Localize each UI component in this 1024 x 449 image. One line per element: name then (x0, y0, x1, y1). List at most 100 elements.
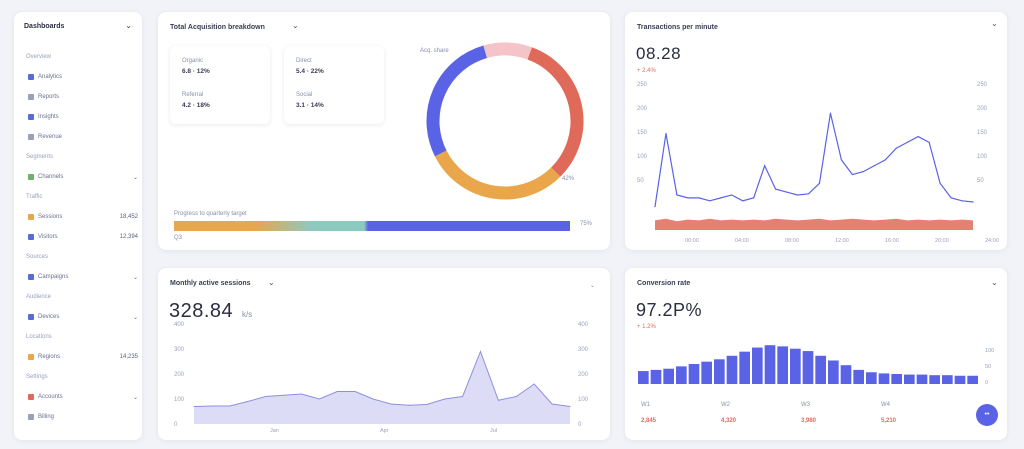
conversion-bar (777, 346, 788, 384)
y-tick-label: 200 (174, 372, 185, 378)
sidebar-item[interactable]: Billing (28, 412, 138, 422)
y-tick-label: 100 (174, 397, 185, 403)
mini-label: Referral (182, 92, 204, 98)
sidebar-item-icon (28, 354, 34, 360)
sidebar-item-icon (28, 414, 34, 420)
line-point (807, 193, 810, 195)
sidebar-item-icon (28, 134, 34, 140)
bar-group-label: W4 (881, 402, 890, 408)
sidebar-item-label: Regions (38, 354, 61, 360)
line-point (950, 197, 952, 199)
sidebar-item[interactable]: Sessions 18,452 (28, 212, 138, 222)
line-point (851, 173, 853, 176)
y-tick-label-right: 50 (977, 178, 984, 184)
sidebar-item-label: Channels (38, 174, 64, 180)
line-point (687, 197, 689, 199)
sidebar-item[interactable]: Campaigns ⌄ (28, 272, 138, 282)
acquisition-chevron-down-icon[interactable]: ⌄ (292, 21, 299, 30)
area-point (318, 398, 320, 400)
y-tick-label-right: 200 (977, 106, 988, 112)
sidebar-item-value: ⌄ (132, 394, 138, 401)
sidebar-section-label: Traffic (26, 192, 136, 202)
sidebar-item[interactable]: Visitors 12,394 (28, 232, 138, 242)
conversion-bar (790, 348, 801, 384)
y-tick-label: 50 (637, 178, 644, 184)
mini-value: 6.8 · 12% (182, 68, 210, 75)
sidebar-chevron-down-icon[interactable]: ⌄ (125, 21, 132, 30)
area-line (193, 350, 571, 407)
y-tick-label-right: 300 (578, 347, 589, 353)
mini-card-left: Organic 6.8 · 12% Referral 4.2 · 18% (170, 46, 270, 124)
line-point (796, 194, 799, 196)
area-point (515, 396, 517, 397)
progress-right-label: 75% (580, 221, 593, 227)
sidebar-item-label: Settings (26, 374, 48, 380)
conversion-bar (878, 373, 890, 384)
area-point (426, 404, 428, 405)
line-point (785, 191, 788, 193)
line-point (939, 182, 941, 184)
sidebar-item-label: Campaigns (38, 274, 69, 280)
progress-label: Progress to quarterly target (174, 211, 247, 217)
chat-fab-button[interactable]: •• (976, 404, 998, 426)
sidebar-item[interactable]: Regions 14,235 (28, 352, 138, 362)
sidebar-item-icon (28, 94, 34, 100)
line-point (840, 159, 843, 161)
bar-group-label: W3 (801, 402, 810, 408)
sidebar-item-label: Devices (38, 314, 60, 320)
x-tick-label: 04:00 (735, 238, 749, 244)
sidebar-item-value: 18,452 (119, 214, 138, 220)
sidebar-item-label: Reports (38, 94, 60, 100)
sessions-chevron-down-icon[interactable]: ⌄ (268, 278, 275, 287)
mini-value: 4.2 · 18% (182, 102, 210, 109)
sidebar-item-value: ⌄ (132, 174, 138, 181)
line-point (775, 188, 777, 190)
sidebar-section-label: Overview (26, 52, 136, 62)
conversion-bar (866, 372, 877, 384)
line-point (972, 201, 974, 203)
conversion-title: Conversion rate (637, 280, 691, 287)
sidebar-item-label: Locations (26, 334, 52, 340)
y-tick-label: 200 (637, 106, 648, 112)
area-point (390, 403, 392, 405)
area-point (497, 399, 499, 401)
sidebar-item-label: Revenue (38, 134, 63, 140)
sessions-value: 328.84 (169, 300, 234, 322)
area-point (479, 351, 481, 352)
conversion-bar (802, 351, 814, 384)
line-series-band (655, 218, 973, 230)
progress-left-label: Q3 (174, 235, 183, 241)
sidebar-item[interactable]: Revenue (28, 132, 138, 142)
sidebar-item-label: Audience (26, 294, 52, 300)
sessions-menu-icon[interactable]: ⌄ (590, 283, 596, 289)
acquisition-panel: Total Acquisition breakdown ⌄ Organic 6.… (158, 12, 610, 250)
donut-slice (426, 45, 488, 157)
line-point (873, 165, 875, 167)
sidebar-item[interactable]: Accounts ⌄ (28, 392, 138, 402)
sidebar-item-label: Overview (26, 54, 52, 60)
sidebar-item-label: Sessions (38, 214, 63, 220)
donut-slice (527, 47, 584, 177)
transactions-value: 08.28 (636, 44, 682, 63)
area-point (265, 396, 267, 397)
conversion-bar (828, 360, 839, 384)
sidebar-item[interactable]: Analytics (28, 72, 138, 82)
area-point (372, 398, 374, 400)
sidebar-item-icon (28, 394, 34, 400)
line-point (742, 200, 744, 202)
sidebar-item[interactable]: Channels ⌄ (28, 172, 138, 182)
conversion-bar-chart: 100 50 0 (638, 345, 994, 386)
sidebar-item-icon (28, 234, 34, 240)
transactions-chevron-down-icon[interactable]: ⌄ (991, 19, 998, 28)
x-tick-label: Apr (380, 428, 389, 434)
conversion-chevron-down-icon[interactable]: ⌄ (991, 278, 998, 287)
y-tick-label-right: 250 (977, 82, 988, 88)
sidebar-item[interactable]: Reports (28, 92, 138, 102)
sidebar-item[interactable]: Insights (28, 112, 138, 122)
area-point (354, 391, 356, 392)
y-tick-label: 0 (985, 380, 988, 386)
y-tick-label-right: 100 (977, 154, 988, 160)
y-tick-label-right: 200 (578, 372, 589, 378)
sidebar-item[interactable]: Devices ⌄ (28, 312, 138, 322)
conversion-bar (638, 371, 649, 384)
